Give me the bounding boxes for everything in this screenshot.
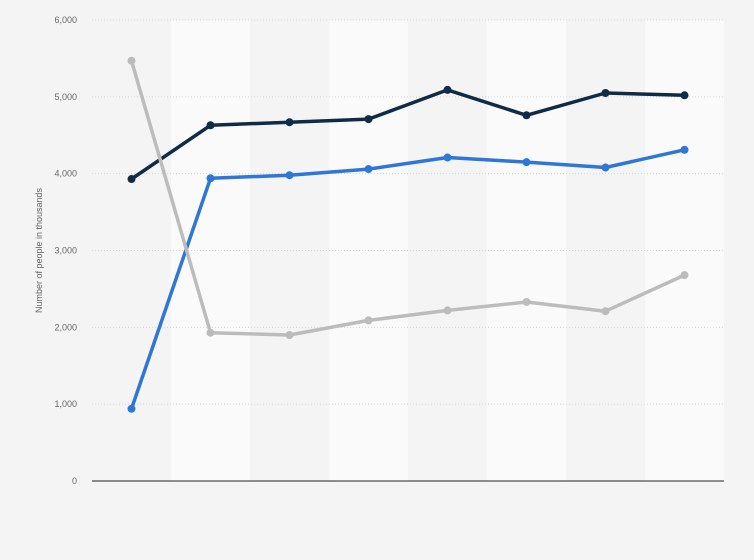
y-axis-title: Number of people in thousands [34,187,44,313]
series-3-point[interactable] [285,331,294,340]
series-3-point[interactable] [364,316,373,325]
y-tick-label: 5,000 [54,92,77,102]
series-3-point[interactable] [680,271,689,280]
series-1-point[interactable] [127,175,136,184]
y-axis-ticks: 0 1,000 2,000 3,000 4,000 5,000 6,000 [54,15,77,486]
series-2-point[interactable] [127,404,136,413]
series-1-point[interactable] [443,85,452,94]
series-1-point[interactable] [206,121,215,130]
series-3-point[interactable] [127,56,136,65]
y-tick-label: 1,000 [54,399,77,409]
series-3-point[interactable] [443,306,452,315]
series-1-point[interactable] [285,118,294,127]
series-line-1 [129,88,687,181]
series-2-point[interactable] [364,165,373,174]
series-1-point[interactable] [364,115,373,124]
series-line-2 [129,148,687,411]
series-3-point[interactable] [206,328,215,337]
series-2-point[interactable] [206,174,215,183]
series-1-point[interactable] [601,88,610,97]
series-line-3 [129,58,687,337]
series-2-point[interactable] [443,153,452,162]
y-tick-label: 4,000 [54,169,77,179]
series-2-point[interactable] [285,171,294,180]
y-tick-label: 2,000 [54,322,77,332]
series-2-point[interactable] [601,163,610,172]
series-2-point[interactable] [680,145,689,154]
series-1-point[interactable] [680,91,689,100]
series-3-point[interactable] [522,297,531,306]
gridlines [92,19,724,405]
y-tick-label: 3,000 [54,246,77,256]
series-1-point[interactable] [522,111,531,120]
y-tick-label: 0 [72,476,77,486]
series-2-point[interactable] [522,158,531,167]
series-3-point[interactable] [601,307,610,316]
y-tick-label: 6,000 [54,15,77,25]
series-group [127,56,689,413]
